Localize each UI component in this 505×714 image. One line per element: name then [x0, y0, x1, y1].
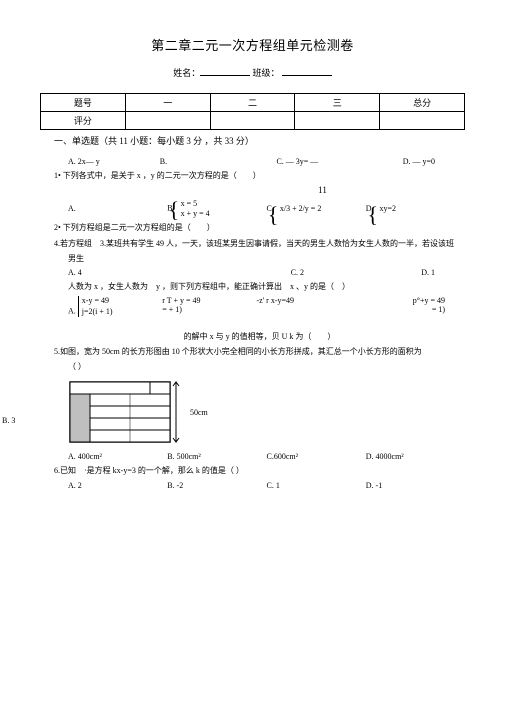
section-1-heading: 一、单选题（共 11 小题：每小题 3 分 ，共 33 分）: [54, 134, 465, 147]
q5-options: A. 400cm² B. 500cm² C.600cm² D. 4000cm²: [68, 452, 465, 461]
q2-options: A. B. x = 5x + y = 4 C. x/3 + 2/y = 2 D.…: [68, 199, 465, 218]
q3-opt-a: A. x-y = 49 j=2(i + 1): [68, 296, 162, 317]
q2-b-top: x = 5: [181, 199, 198, 208]
exam-page: 第二章二元一次方程组单元检测卷 姓名： 班级： 题号 一 二 三 总分 评分 一…: [0, 0, 505, 514]
figure-label: 50cm: [190, 408, 208, 417]
td-blank: [210, 112, 295, 130]
q2-opt-a: A.: [68, 204, 167, 213]
q3-d1: D. 1: [343, 268, 465, 277]
q3-c2: C. 2: [252, 268, 344, 277]
q3-a4: A. 4: [68, 268, 160, 277]
th-num: 题号: [41, 94, 126, 112]
q6-text: 6.已知 ·是方程 kx-y=3 的一个解，那么 k 的值是（ ）: [54, 465, 465, 476]
td-blank: [295, 112, 380, 130]
table-row: 题号 一 二 三 总分: [41, 94, 465, 112]
q6-opt-b: B. -2: [167, 481, 266, 490]
q6-opt-c: C. 1: [267, 481, 366, 490]
class-label: 班级：: [253, 68, 280, 78]
q2-opt-c: C. x/3 + 2/y = 2: [267, 204, 366, 214]
name-blank: [200, 66, 250, 76]
q2-opt-b: B. x = 5x + y = 4: [167, 199, 266, 218]
score-table: 题号 一 二 三 总分 评分: [40, 93, 465, 130]
td-blank: [125, 112, 210, 130]
q4-cont: 男生: [68, 253, 465, 264]
q3-d-top: p°+y = 49: [413, 296, 445, 305]
q5-opt-a: A. 400cm²: [68, 452, 167, 461]
q1-opt-c: C. — 3y= —: [252, 157, 344, 166]
th-3: 三: [295, 94, 380, 112]
q3-options: A. x-y = 49 j=2(i + 1) r T + y = 49 = + …: [68, 296, 465, 317]
td-score-label: 评分: [41, 112, 126, 130]
q2-text: 2• 下列方程组是二元一次方程组的是（ ）: [54, 222, 465, 233]
q4-text: 4.若方程组 3.某班共有学生 49 人，一天，该班某男生因事请假，当天的男生人…: [54, 238, 465, 249]
name-line: 姓名： 班级：: [40, 66, 465, 79]
q3-a-label: A.: [68, 307, 76, 316]
q5-opt-d: D. 4000cm²: [366, 452, 465, 461]
brace-icon: x = 5x + y = 4: [177, 199, 210, 218]
table-row: 评分: [41, 112, 465, 130]
q5-figure: 50cm: [68, 380, 465, 444]
class-blank: [282, 66, 332, 76]
th-2: 二: [210, 94, 295, 112]
brace-icon: xy=2: [376, 204, 397, 214]
name-label: 姓名：: [173, 68, 200, 78]
q5-text: 5.如图，宽为 50cm 的长方形图由 10 个形状大小完全相同的小长方形拼成，…: [54, 346, 465, 357]
q3-c-bot: -z': [257, 296, 265, 305]
q6-options: A. 2 B. -2 C. 1 D. -1: [68, 481, 465, 490]
q2-opt-d: D. xy=2: [366, 204, 465, 214]
th-1: 一: [125, 94, 210, 112]
q1-opt-b: B.: [160, 157, 252, 166]
page-title: 第二章二元一次方程组单元检测卷: [40, 35, 465, 54]
q-mid-text: 的解中 x 与 y 的值相等，贝 U k 为（ ）: [54, 331, 465, 342]
q1-text: 1• 下列各式中，是关于 x ，y 的二元一次方程的是（ ）: [54, 170, 465, 181]
q2-d-expr: xy=2: [376, 204, 397, 214]
q3-a-bot: j=2(i + 1): [82, 307, 113, 316]
q2-c-expr: x/3 + 2/y = 2: [276, 204, 321, 214]
q1-opt-d: D. — y=0: [343, 157, 465, 166]
q3-a-brace: x-y = 49 j=2(i + 1): [78, 296, 113, 317]
q3-text: 人数为 x ，女生人数为 y ，则下列方程组中，能正确计算出 x 、y 的是（ …: [68, 281, 465, 292]
q3-opt-c: -z' r x-y=49: [257, 296, 351, 305]
q3-a-top: x-y = 49: [82, 296, 109, 305]
q5-opt-c: C.600cm²: [267, 452, 366, 461]
th-total: 总分: [380, 94, 465, 112]
q5-opt-b: B. 500cm²: [167, 452, 266, 461]
q3-opt-b: r T + y = 49 = + 1): [162, 296, 256, 314]
q6-opt-a: A. 2: [68, 481, 167, 490]
q5-paren: （ ）: [68, 361, 465, 372]
td-blank: [380, 112, 465, 130]
q3-abcd-line: A. 4 C. 2 D. 1: [68, 268, 465, 277]
q6-opt-d: D. -1: [366, 481, 465, 490]
q3-d-bot: = 1): [432, 305, 445, 314]
q3-opt-d: p°+y = 49 = 1): [351, 296, 465, 314]
q2-frac-top: 11: [180, 185, 465, 195]
q1-options: A. 2x— y B. C. — 3y= — D. — y=0: [68, 157, 465, 166]
q3-spacer: [160, 268, 252, 277]
brace-icon: x/3 + 2/y = 2: [276, 204, 321, 214]
q2-b-bot: x + y = 4: [181, 209, 210, 218]
q3-b-top: r T + y = 49: [162, 296, 200, 305]
q3-c-top: r x-y=49: [266, 296, 294, 305]
q1-opt-a: A. 2x— y: [68, 157, 160, 166]
q3-b-bot: = + 1): [162, 305, 182, 314]
rectangle-diagram: [68, 380, 188, 444]
